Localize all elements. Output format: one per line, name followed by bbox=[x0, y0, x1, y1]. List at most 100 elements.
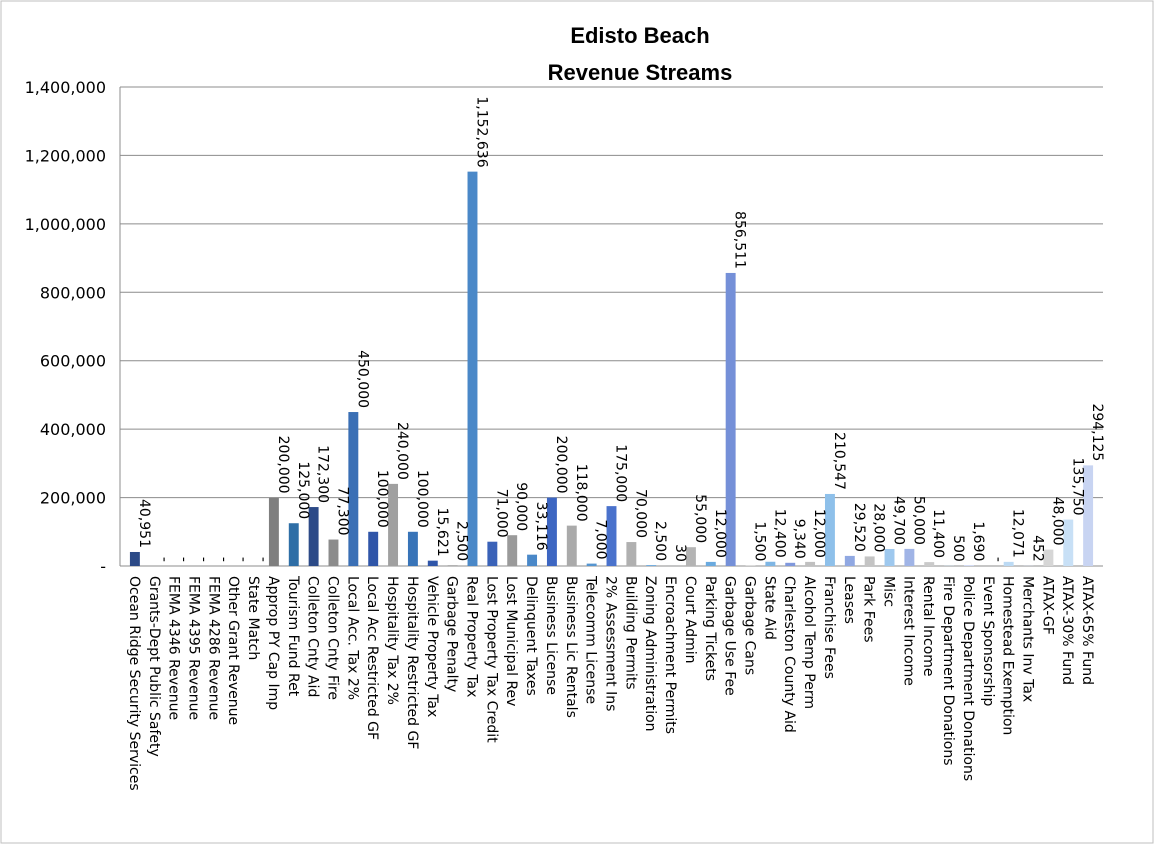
data-label: 1,690 bbox=[970, 521, 986, 561]
x-tick-label: Parking Tickets bbox=[702, 576, 718, 681]
x-tick-label: 2% Assessment Ins bbox=[603, 576, 619, 711]
data-label: 100,000 bbox=[374, 470, 390, 528]
x-tick-label: Misc bbox=[881, 576, 897, 607]
data-label: 70,000 bbox=[632, 489, 648, 538]
bar bbox=[1043, 549, 1054, 566]
x-tick-label: ATAX-GF bbox=[1039, 576, 1055, 635]
bar bbox=[507, 535, 518, 566]
bar bbox=[685, 547, 696, 566]
x-tick-label: Local Acc Restricted GF bbox=[364, 576, 380, 740]
x-tick-label: Vehicle Property Tax bbox=[424, 576, 440, 717]
data-label: 12,071 bbox=[1010, 509, 1026, 558]
chart-title-line-2: Revenue Streams bbox=[548, 60, 733, 85]
data-label: 12,000 bbox=[811, 509, 827, 558]
x-tick-label: Merchants Inv Tax bbox=[1020, 576, 1036, 702]
data-label: 2,500 bbox=[454, 521, 470, 561]
data-label: 90,000 bbox=[513, 482, 529, 531]
x-tick-label: Business Lic Rentals bbox=[563, 576, 579, 718]
data-label: 452 bbox=[1030, 535, 1046, 562]
data-label: - bbox=[176, 557, 192, 562]
bar bbox=[844, 555, 855, 566]
y-tick-label: 600,000 bbox=[40, 352, 106, 371]
bar bbox=[864, 556, 875, 566]
x-tick-label: Lost Property Tax Credit bbox=[483, 576, 499, 743]
data-label: 12,400 bbox=[771, 509, 787, 558]
x-tick-label: Tourism Fund Ret bbox=[285, 575, 301, 697]
x-tick-label: Ocean Ridge Security Services bbox=[126, 576, 142, 791]
x-tick-label: Building Permits bbox=[622, 576, 638, 690]
bar bbox=[586, 563, 597, 566]
x-tick-label: Police Department Donations bbox=[960, 576, 976, 781]
data-label: 210,547 bbox=[831, 432, 847, 490]
chart-title-line-1: Edisto Beach bbox=[570, 23, 709, 48]
data-label: 118,000 bbox=[573, 464, 589, 522]
x-tick-label: Garbage Use Fee bbox=[722, 576, 738, 696]
x-tick-label: Zoning Administration bbox=[642, 576, 658, 732]
bar bbox=[348, 412, 359, 566]
y-tick-label: 1,000,000 bbox=[25, 215, 106, 234]
data-label: 55,000 bbox=[692, 494, 708, 543]
data-label: 294,125 bbox=[1089, 403, 1105, 461]
bar bbox=[487, 541, 498, 566]
bar bbox=[765, 561, 776, 566]
x-tick-label: Lost Municipal Rev bbox=[503, 576, 519, 706]
data-label: 7,000 bbox=[593, 520, 609, 560]
x-tick-label: Court Admin bbox=[682, 576, 698, 664]
x-tick-label: Delinquent Taxes bbox=[523, 576, 539, 696]
x-tick-label: Business License bbox=[543, 576, 559, 695]
data-label: 1,152,636 bbox=[473, 96, 489, 167]
x-tick-label: Colleton Cnty Aid bbox=[305, 576, 321, 697]
x-tick-label: Alcohol Temp Perm bbox=[801, 576, 817, 709]
bar bbox=[963, 565, 974, 566]
bar bbox=[646, 565, 657, 566]
x-tick-label: State Aid bbox=[761, 576, 777, 640]
x-tick-label: Real Property Tax bbox=[463, 576, 479, 697]
data-label: 29,520 bbox=[851, 503, 867, 552]
data-label: 48,000 bbox=[1049, 497, 1065, 546]
x-tick-label: Rental Income bbox=[920, 576, 936, 677]
bar bbox=[1063, 519, 1074, 566]
data-label: 40,951 bbox=[136, 499, 152, 548]
data-label: 77,300 bbox=[334, 487, 350, 536]
data-label: 11,400 bbox=[930, 509, 946, 558]
x-tick-label: ATAX-65% Fund bbox=[1079, 576, 1095, 685]
data-label: 200,000 bbox=[553, 436, 569, 494]
data-label: 2,500 bbox=[652, 521, 668, 561]
x-tick-label: Leases bbox=[841, 576, 857, 624]
x-tick-label: Interest Income bbox=[900, 576, 916, 686]
data-label: - bbox=[195, 557, 211, 562]
x-tick-label: FEMA 4286 Revenue bbox=[205, 576, 221, 720]
data-label: 1,500 bbox=[752, 521, 768, 561]
data-label: 175,000 bbox=[613, 444, 629, 502]
x-tick-label: Local Acc. Tax 2% bbox=[344, 576, 360, 700]
y-tick-label: 800,000 bbox=[40, 283, 106, 302]
bar bbox=[407, 531, 418, 566]
bar bbox=[824, 493, 835, 566]
bar bbox=[328, 539, 339, 566]
x-tick-label: Hospitality Restricted GF bbox=[404, 576, 420, 749]
x-tick-label: Garbage Penalty bbox=[444, 576, 460, 692]
data-label: - bbox=[215, 557, 231, 562]
x-tick-label: Telecomm License bbox=[583, 575, 599, 704]
bar bbox=[427, 560, 438, 566]
y-tick-label: 400,000 bbox=[40, 420, 106, 439]
data-label: 12,000 bbox=[712, 509, 728, 558]
data-label: 50,000 bbox=[910, 496, 926, 545]
data-label: 100,000 bbox=[414, 470, 430, 528]
x-tick-label: FEMA 4395 Revenue bbox=[185, 576, 201, 720]
x-tick-label: Homestead Exemption bbox=[1000, 576, 1016, 735]
data-label: 200,000 bbox=[275, 436, 291, 494]
bar bbox=[308, 507, 319, 566]
data-label: 172,300 bbox=[315, 445, 331, 503]
bar bbox=[705, 561, 716, 566]
y-tick-label: 1,400,000 bbox=[25, 78, 106, 97]
x-tick-label: Franchise Fees bbox=[821, 576, 837, 679]
bar bbox=[368, 531, 379, 566]
data-label: - bbox=[156, 557, 172, 562]
y-tick-label: 1,200,000 bbox=[25, 146, 106, 165]
x-tick-label: Park Fees bbox=[861, 576, 877, 643]
bar bbox=[388, 483, 399, 566]
